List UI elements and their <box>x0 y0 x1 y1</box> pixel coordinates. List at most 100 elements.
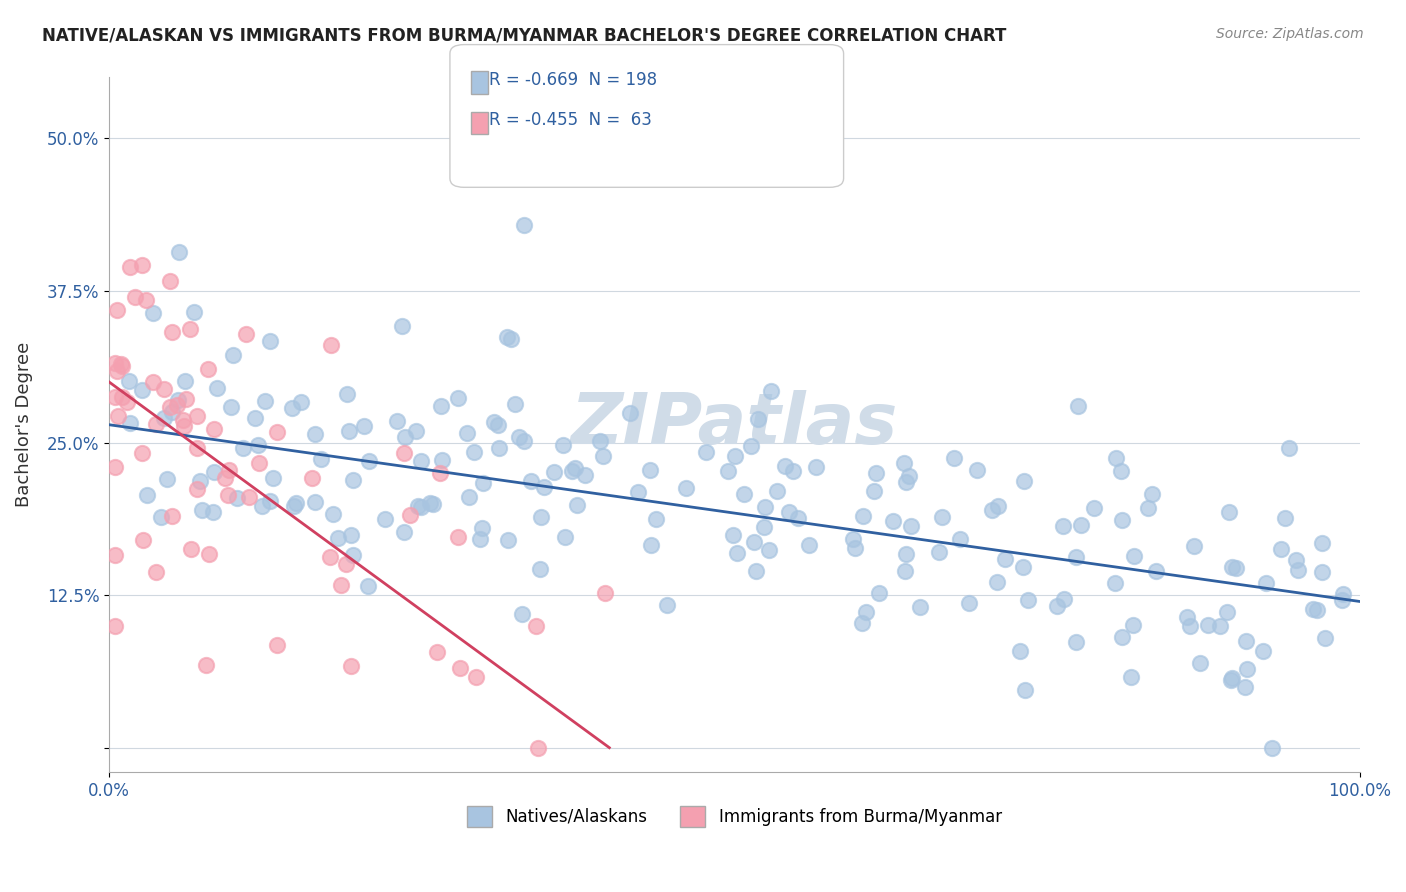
Natives/Alaskans <box>894 475 917 489</box>
Natives/Alaskans <box>725 546 748 560</box>
Natives/Alaskans <box>957 596 980 610</box>
Natives/Alaskans <box>311 451 333 466</box>
Natives/Alaskans <box>1197 618 1219 632</box>
Immigrants from Burma/Myanmar <box>186 441 208 455</box>
Natives/Alaskans <box>1012 560 1035 574</box>
Natives/Alaskans <box>619 406 641 420</box>
Immigrants from Burma/Myanmar <box>202 422 225 436</box>
Natives/Alaskans <box>245 411 267 425</box>
Natives/Alaskans <box>1256 576 1278 591</box>
Natives/Alaskans <box>782 464 804 478</box>
Natives/Alaskans <box>1014 682 1036 697</box>
Natives/Alaskans <box>564 460 586 475</box>
Natives/Alaskans <box>411 454 433 468</box>
Natives/Alaskans <box>842 532 865 546</box>
Natives/Alaskans <box>1209 619 1232 633</box>
Natives/Alaskans <box>1220 560 1243 574</box>
Natives/Alaskans <box>797 538 820 552</box>
Immigrants from Burma/Myanmar <box>131 259 153 273</box>
Natives/Alaskans <box>1010 643 1032 657</box>
Immigrants from Burma/Myanmar <box>105 303 128 318</box>
Immigrants from Burma/Myanmar <box>159 274 181 288</box>
Natives/Alaskans <box>655 598 678 612</box>
Text: ZIPatlas: ZIPatlas <box>571 390 898 459</box>
Natives/Alaskans <box>290 394 312 409</box>
Natives/Alaskans <box>1310 536 1333 550</box>
Immigrants from Burma/Myanmar <box>105 364 128 378</box>
Natives/Alaskans <box>640 463 662 477</box>
Natives/Alaskans <box>281 401 304 416</box>
Natives/Alaskans <box>353 419 375 434</box>
Natives/Alaskans <box>254 394 277 409</box>
Natives/Alaskans <box>520 475 543 489</box>
Immigrants from Burma/Myanmar <box>195 657 218 672</box>
Natives/Alaskans <box>787 511 810 525</box>
Immigrants from Burma/Myanmar <box>235 327 257 342</box>
Natives/Alaskans <box>1189 656 1212 670</box>
Natives/Alaskans <box>1278 442 1301 456</box>
Natives/Alaskans <box>183 304 205 318</box>
Natives/Alaskans <box>222 348 245 362</box>
Immigrants from Burma/Myanmar <box>145 417 167 431</box>
Natives/Alaskans <box>190 475 212 489</box>
Natives/Alaskans <box>1017 593 1039 607</box>
Natives/Alaskans <box>589 434 612 449</box>
Natives/Alaskans <box>488 441 510 455</box>
Natives/Alaskans <box>392 525 415 540</box>
Immigrants from Burma/Myanmar <box>329 577 352 591</box>
Natives/Alaskans <box>910 599 932 614</box>
Natives/Alaskans <box>1270 541 1292 556</box>
Natives/Alaskans <box>385 414 408 428</box>
Natives/Alaskans <box>486 417 509 432</box>
Natives/Alaskans <box>865 466 887 480</box>
Natives/Alaskans <box>1288 563 1310 577</box>
Natives/Alaskans <box>219 401 242 415</box>
Natives/Alaskans <box>202 465 225 479</box>
Natives/Alaskans <box>205 381 228 395</box>
Natives/Alaskans <box>1122 617 1144 632</box>
Immigrants from Burma/Myanmar <box>217 488 239 502</box>
Natives/Alaskans <box>304 427 326 442</box>
Immigrants from Burma/Myanmar <box>131 446 153 460</box>
Immigrants from Burma/Myanmar <box>524 619 547 633</box>
Natives/Alaskans <box>409 500 432 514</box>
Natives/Alaskans <box>463 445 485 459</box>
Natives/Alaskans <box>1331 587 1354 601</box>
Natives/Alaskans <box>1330 593 1353 607</box>
Natives/Alaskans <box>167 245 190 260</box>
Natives/Alaskans <box>513 434 536 448</box>
Natives/Alaskans <box>898 469 921 483</box>
Immigrants from Burma/Myanmar <box>110 357 132 371</box>
Natives/Alaskans <box>156 472 179 486</box>
Natives/Alaskans <box>446 391 468 405</box>
Natives/Alaskans <box>561 464 583 478</box>
Immigrants from Burma/Myanmar <box>173 418 195 433</box>
Natives/Alaskans <box>928 545 950 559</box>
Immigrants from Burma/Myanmar <box>104 460 127 475</box>
Text: Source: ZipAtlas.com: Source: ZipAtlas.com <box>1216 27 1364 41</box>
Natives/Alaskans <box>1215 605 1237 619</box>
Natives/Alaskans <box>226 491 249 505</box>
Natives/Alaskans <box>120 416 142 430</box>
Text: R = -0.455  N =  63: R = -0.455 N = 63 <box>489 112 652 129</box>
Natives/Alaskans <box>470 533 492 547</box>
Natives/Alaskans <box>627 484 650 499</box>
Natives/Alaskans <box>806 459 828 474</box>
Natives/Alaskans <box>496 533 519 548</box>
Natives/Alaskans <box>422 497 444 511</box>
Natives/Alaskans <box>942 451 965 466</box>
Natives/Alaskans <box>754 500 776 515</box>
Natives/Alaskans <box>980 503 1002 517</box>
Natives/Alaskans <box>342 548 364 562</box>
Natives/Alaskans <box>1251 643 1274 657</box>
Immigrants from Burma/Myanmar <box>159 400 181 414</box>
Natives/Alaskans <box>695 445 717 459</box>
Natives/Alaskans <box>761 384 783 399</box>
Natives/Alaskans <box>949 532 972 546</box>
Natives/Alaskans <box>543 465 565 479</box>
Immigrants from Burma/Myanmar <box>104 549 127 563</box>
Immigrants from Burma/Myanmar <box>247 456 270 470</box>
Natives/Alaskans <box>740 439 762 453</box>
Natives/Alaskans <box>262 471 284 485</box>
Natives/Alaskans <box>744 564 766 578</box>
